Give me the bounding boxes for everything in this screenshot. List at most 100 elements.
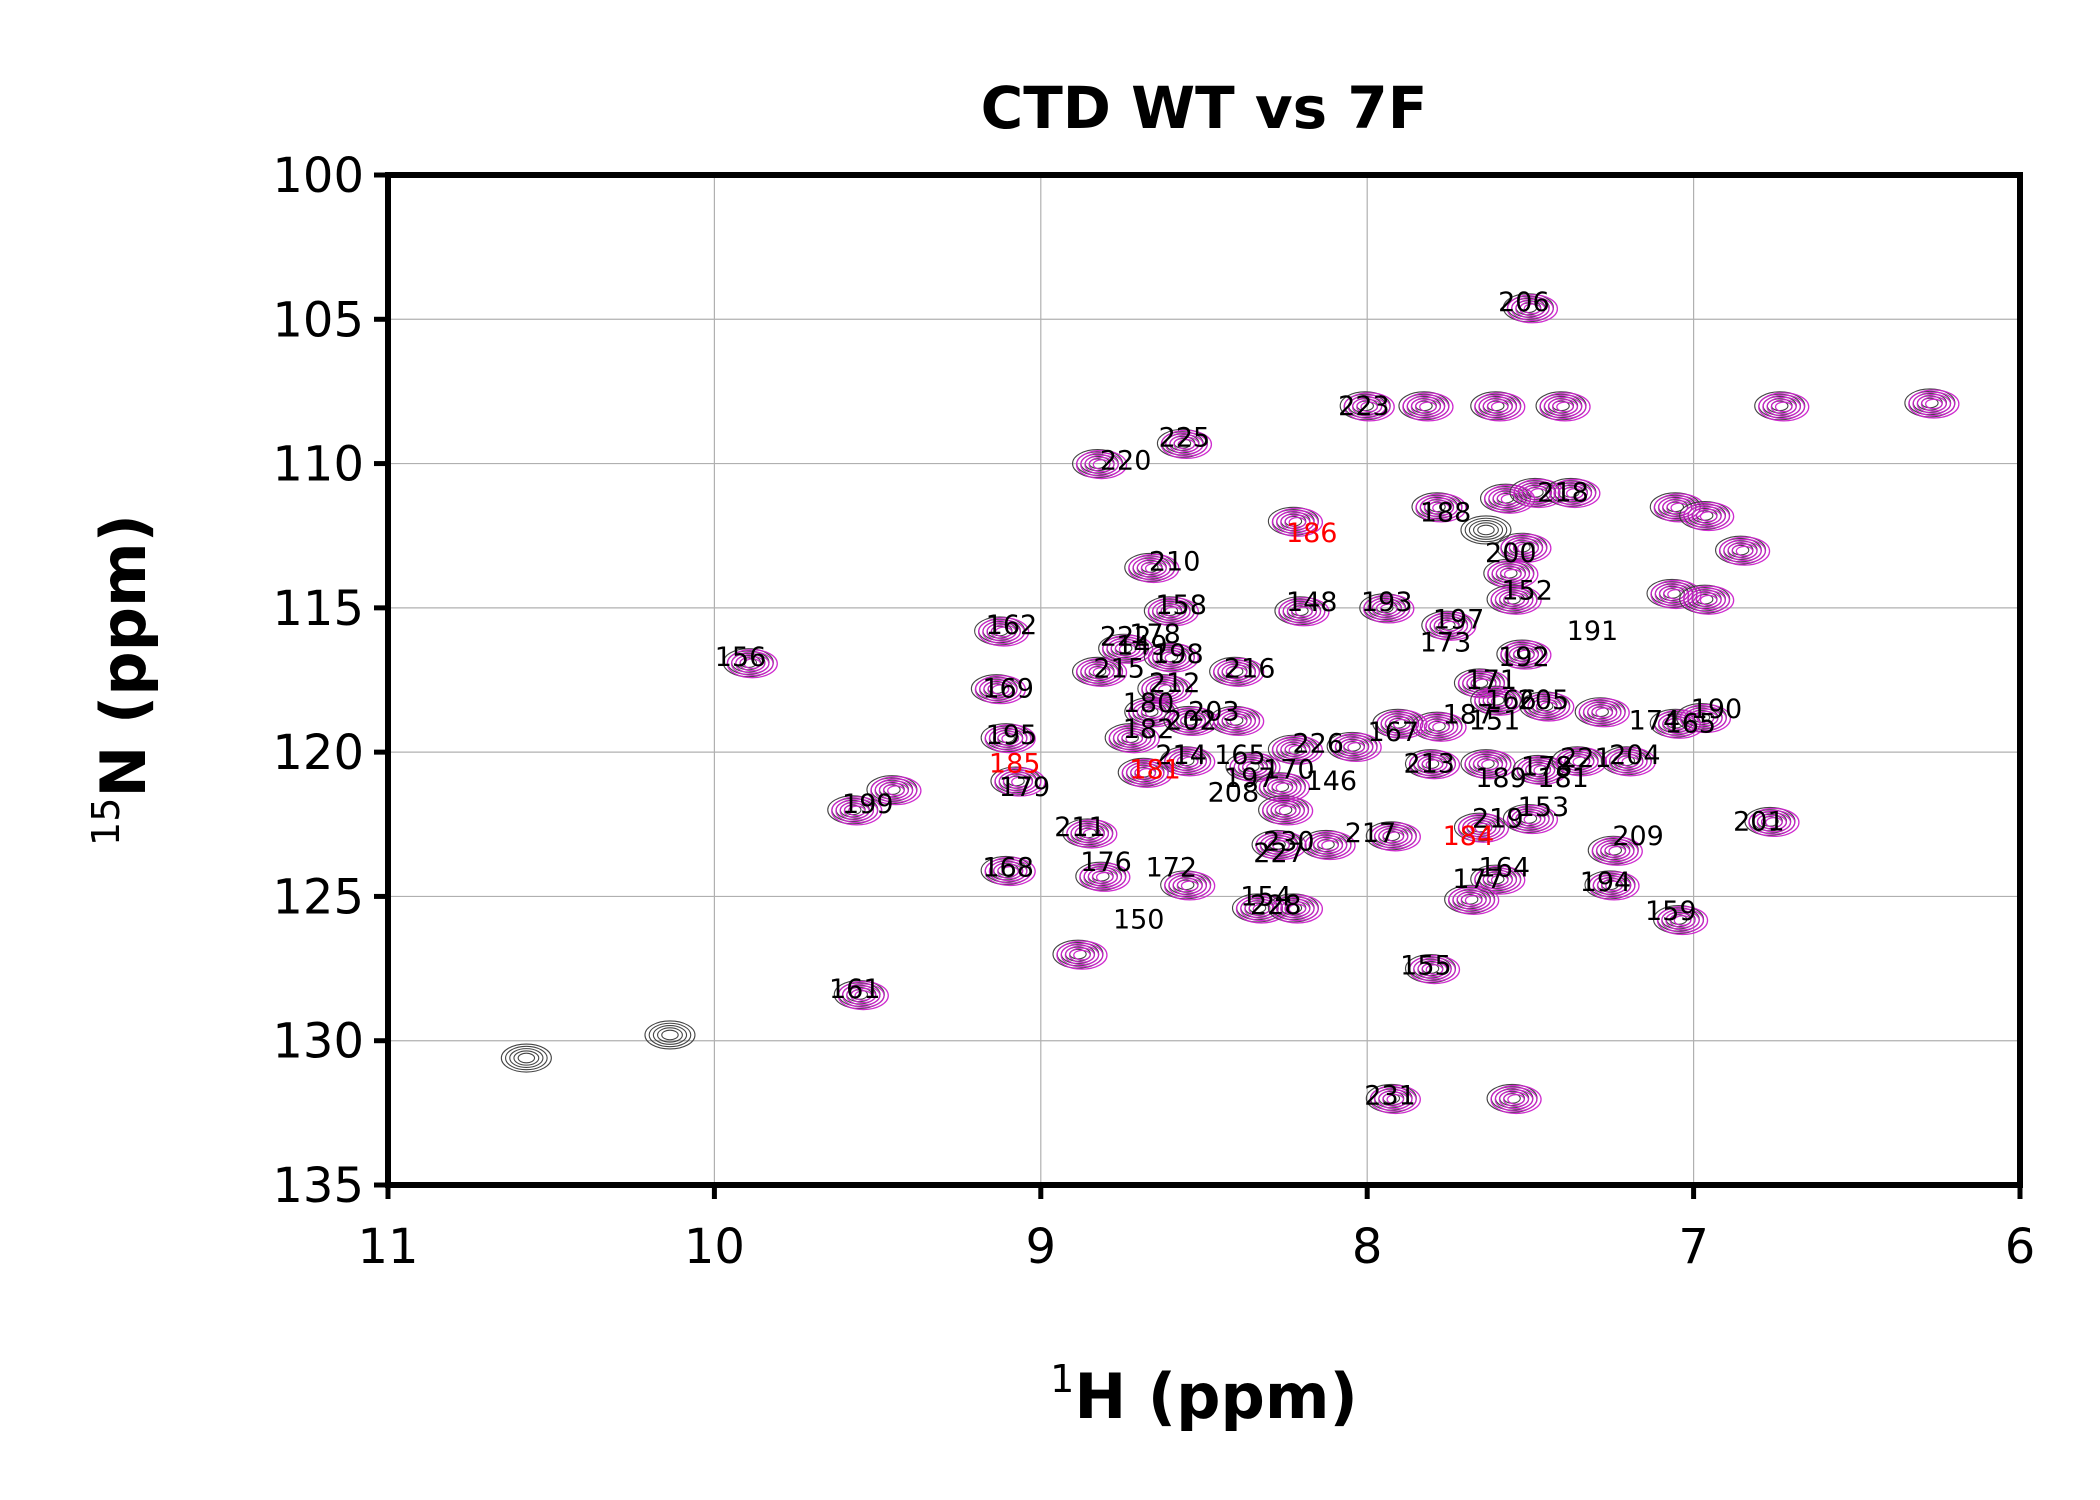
contour-peak [984, 724, 1036, 754]
contour-peak [831, 796, 883, 826]
contour-peak [1483, 484, 1536, 514]
contour-peak [977, 617, 1030, 647]
contour-peak [644, 1020, 696, 1050]
y-axis-label: 15N (ppm) [84, 514, 160, 846]
x-tick-label: 8 [1352, 1219, 1383, 1275]
peak-label: 198 [1152, 639, 1204, 670]
contour-peak [500, 1043, 552, 1073]
y-tick-label: 105 [272, 292, 364, 348]
peak-label: 155 [1400, 951, 1452, 982]
peak-label: 195 [986, 720, 1038, 751]
peak-label: 187 [1443, 700, 1495, 731]
contour-peak [1212, 706, 1265, 737]
contour-peak [1683, 501, 1735, 532]
peak-label: 161 [829, 974, 881, 1005]
peak-label: 197 [1224, 763, 1276, 794]
peak-label: 168 [982, 853, 1034, 884]
peak-label: 186 [1286, 518, 1338, 549]
contour-peak [1075, 449, 1128, 480]
contour-peak [1588, 871, 1640, 901]
y-tick-label: 100 [272, 148, 364, 204]
contour-peak [726, 649, 778, 679]
contour-peak [1369, 822, 1421, 852]
peak-label: 178 [1129, 619, 1181, 650]
peak-label: 173 [1420, 627, 1472, 658]
contour-peak [1425, 611, 1477, 641]
grid-lines [387, 174, 2021, 1186]
contour-peak [1549, 478, 1601, 509]
tick-labels: 11 10 9 8 7 6 100 105 110 115 120 125 130 135 [272, 148, 2035, 1275]
peak-label: 192 [1498, 642, 1550, 673]
y-tick-label: 125 [272, 869, 364, 925]
peak-label: 211 [1054, 812, 1106, 843]
y-tick-label: 115 [272, 581, 364, 637]
peak-label: 194 [1580, 867, 1632, 898]
contour-peak [1271, 735, 1324, 765]
peak-label: 216 [1224, 653, 1276, 684]
contour-peak [1656, 905, 1709, 936]
peak-label: 174 [1629, 705, 1681, 736]
contour-peak [1474, 392, 1526, 422]
contour-peak [1415, 493, 1467, 523]
peak-label: 190 [1691, 694, 1743, 725]
peak-label: 212 [1149, 668, 1201, 699]
contour-peak [1255, 830, 1307, 861]
contour-peak [1447, 885, 1500, 915]
peak-label: 181 [1129, 754, 1181, 785]
peak-label: 209 [1612, 821, 1664, 852]
contour-peak [1164, 747, 1216, 777]
contour-peak [1523, 692, 1575, 722]
x-tick-label: 7 [1678, 1219, 1709, 1275]
peak-label: 149 [1116, 630, 1168, 661]
axis-ticks [374, 172, 2023, 1199]
peak-label: 210 [1149, 547, 1201, 578]
y-tick-label: 110 [272, 437, 364, 493]
peak-label: 202 [1165, 705, 1217, 736]
y-tick-label: 120 [272, 725, 364, 781]
peak-label: 152 [1501, 576, 1553, 607]
contour-peak [1147, 597, 1200, 627]
peak-label: 179 [999, 772, 1051, 803]
peak-label: 208 [1208, 778, 1260, 809]
contour-peak [1578, 698, 1630, 728]
contour-peak [1056, 940, 1108, 970]
peak-label: 225 [1159, 423, 1211, 454]
peak-label: 203 [1188, 697, 1240, 728]
peak-label: 197 [1433, 604, 1485, 635]
contour-peak [1376, 709, 1428, 739]
contour-peak [1490, 1084, 1542, 1115]
peak-label: 153 [1518, 792, 1570, 823]
peak-label: 166 [1485, 685, 1537, 716]
chart-title: CTD WT vs 7F [981, 74, 1428, 142]
contour-peak [994, 767, 1046, 797]
contour-peak [1304, 830, 1356, 861]
contour-peak [1408, 954, 1461, 985]
contour-peak [1229, 752, 1281, 783]
contour-peak [1402, 392, 1454, 422]
contour-peak [1513, 478, 1565, 509]
contour-peak [1506, 294, 1559, 324]
contour-peak [1555, 747, 1608, 777]
contour-peak [1278, 597, 1330, 627]
contour-peak [870, 776, 922, 806]
peak-label: 220 [1100, 446, 1152, 477]
peak-label: 148 [1286, 587, 1338, 618]
peak-label: 188 [1420, 498, 1472, 529]
contour-peak [1079, 862, 1131, 892]
contour-peak [1415, 712, 1467, 742]
x-axis-label: 1H (ppm) [1050, 1357, 1358, 1433]
peak-label: 204 [1609, 740, 1661, 771]
peak-label: 184 [1443, 821, 1495, 852]
peak-label: 177 [1452, 864, 1504, 895]
peak-label: 176 [1080, 847, 1132, 878]
peak-label: 189 [1475, 763, 1527, 794]
peak-label: 182 [1123, 714, 1175, 745]
contour-peak [1539, 392, 1591, 422]
contour-peak [837, 980, 889, 1011]
contour-peak [1121, 758, 1173, 788]
peak-label: 223 [1338, 391, 1390, 422]
contour-peak [1500, 640, 1552, 670]
peak-label: 164 [1479, 853, 1531, 884]
contour-peak [1474, 865, 1526, 895]
